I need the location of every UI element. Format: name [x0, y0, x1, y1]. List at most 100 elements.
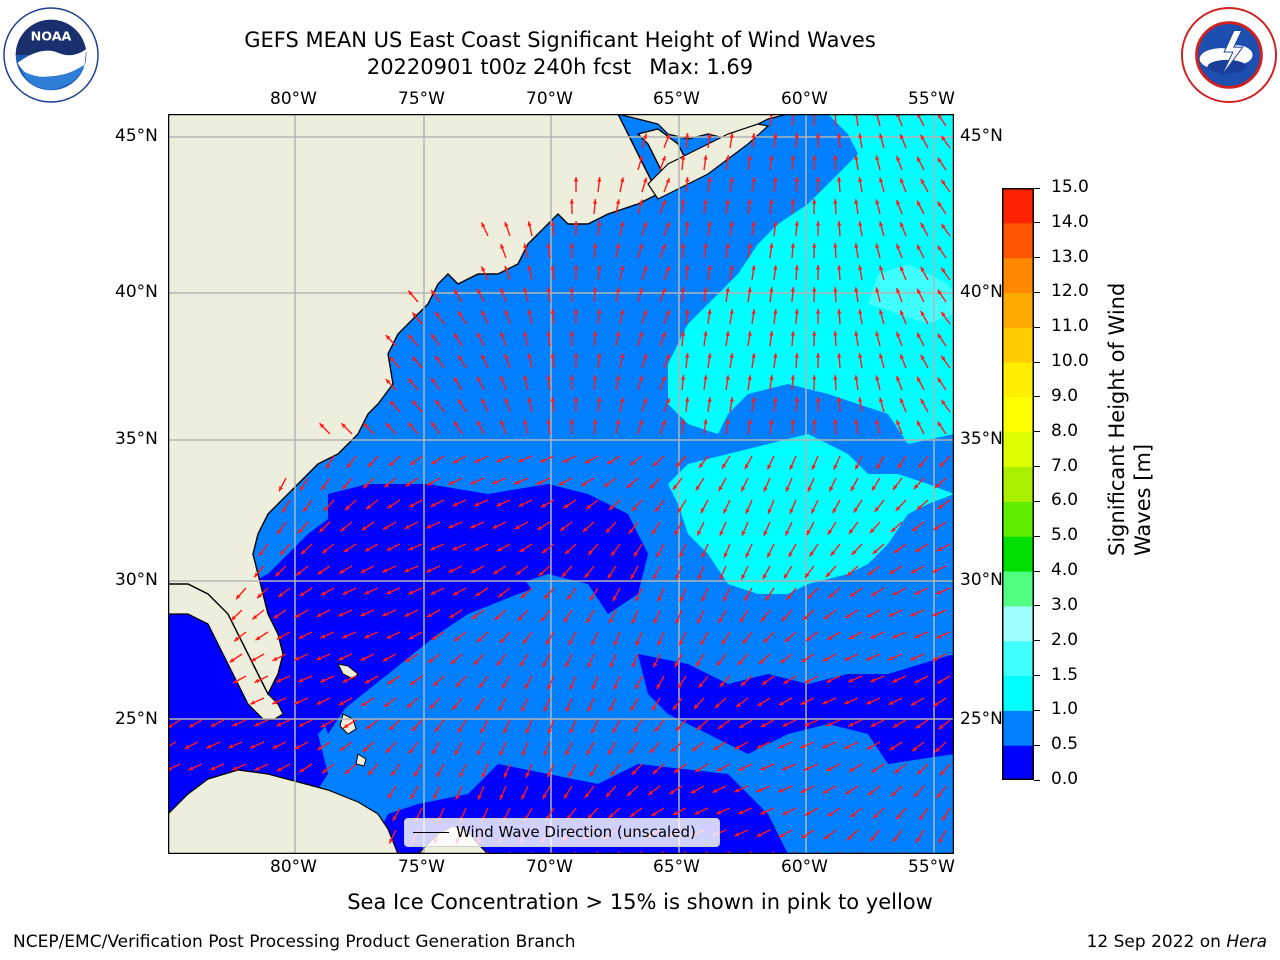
wave-direction-arrowhead: [324, 506, 329, 512]
wave-direction-arrowhead: [850, 812, 856, 818]
wave-direction-arrowhead: [673, 768, 679, 773]
wave-direction-arrowhead: [597, 265, 602, 270]
wave-direction-arrowhead: [653, 662, 658, 668]
wave-direction-arrowhead: [232, 679, 238, 684]
wave-direction-arrowhead: [769, 375, 774, 380]
wave-direction-arrowhead: [514, 525, 520, 530]
wave-direction-arrowhead: [620, 221, 625, 227]
wave-direction-arrowhead: [707, 265, 712, 270]
wave-direction-arrowhead: [231, 615, 236, 621]
wave-direction-arrowhead: [747, 199, 752, 204]
wave-direction-arrowhead: [609, 662, 614, 668]
wave-direction-arrowhead: [837, 397, 842, 402]
lon-label-top-80w: 80°W: [270, 89, 317, 109]
wave-direction-arrowhead: [900, 398, 905, 404]
wave-direction-arrowhead: [760, 766, 766, 771]
lat-label-left-25n: 25°N: [115, 709, 158, 729]
wave-direction-arrowhead: [387, 503, 393, 509]
wave-direction-arrowhead: [408, 635, 414, 640]
wave-direction-arrowhead: [937, 333, 942, 339]
wave-direction-arrowhead: [896, 814, 901, 820]
wave-direction-arrowhead: [547, 772, 552, 778]
wave-direction-arrowhead: [615, 331, 621, 337]
wave-direction-arrowhead: [276, 635, 282, 640]
wave-direction-arrowhead: [389, 461, 394, 467]
wave-direction-arrowhead: [527, 397, 532, 403]
wave-direction-arrowhead: [784, 637, 790, 642]
wave-direction-arrowhead: [870, 678, 876, 683]
colorbar-segment: [1002, 327, 1034, 363]
wave-direction-arrowhead: [500, 375, 505, 381]
wave-direction-arrowhead: [343, 723, 349, 729]
wave-direction-arrowhead: [773, 265, 778, 270]
wave-direction-arrowhead: [389, 400, 395, 406]
wave-direction-arrowhead: [651, 811, 657, 816]
wave-direction-arrowhead: [937, 289, 942, 295]
wave-direction-arrowhead: [607, 459, 613, 465]
wave-direction-arrowhead: [566, 595, 572, 600]
wave-direction-arrowhead: [366, 504, 372, 510]
wave-direction-arrowhead: [910, 656, 916, 661]
colorbar: [1002, 188, 1034, 781]
wave-direction-arrowhead: [573, 177, 579, 182]
wave-direction-arrowhead: [825, 572, 831, 578]
wave-direction-arrowhead: [783, 679, 789, 684]
lat-label-left-30n: 30°N: [115, 570, 158, 590]
wave-direction-arrowhead: [475, 705, 481, 711]
wave-direction-arrowhead: [703, 287, 708, 292]
wave-direction-arrowhead: [916, 505, 922, 510]
wave-direction-arrowhead: [638, 375, 644, 381]
wave-direction-arrowhead: [729, 309, 734, 314]
wave-direction-arrowhead: [435, 311, 440, 317]
wave-direction-arrowhead: [492, 524, 498, 529]
wave-direction-arrowhead: [609, 706, 614, 712]
wave-direction-arrowhead: [707, 397, 712, 402]
wave-direction-arrowhead: [317, 570, 323, 575]
wave-direction-arrowhead: [848, 722, 854, 727]
wave-direction-arrowhead: [366, 724, 371, 730]
wind-wave-arrows: [168, 114, 951, 854]
wave-direction-arrowhead: [550, 309, 556, 314]
wave-direction-arrowhead: [665, 222, 670, 227]
wave-direction-arrowhead: [762, 574, 767, 580]
wave-direction-arrowhead: [342, 678, 348, 683]
wave-direction-arrowhead: [229, 658, 235, 663]
wave-direction-arrowhead: [628, 528, 634, 534]
wave-direction-arrowhead: [545, 639, 551, 645]
wave-direction-arrowhead: [523, 419, 528, 425]
colorbar-tick-label: 8.0: [1051, 420, 1079, 441]
wave-direction-arrowhead: [504, 265, 509, 271]
wave-direction-arrowhead: [786, 594, 792, 600]
colorbar-tick: [1034, 779, 1040, 781]
colorbar-tick-label: 2.0: [1051, 629, 1079, 650]
wave-direction-arrowhead: [875, 199, 880, 205]
wave-direction-arrowhead: [342, 590, 348, 595]
wave-direction-arrowhead: [747, 155, 752, 160]
wave-direction-arrowhead: [592, 331, 598, 336]
wave-direction-arrowhead: [680, 155, 686, 160]
wave-direction-arrowhead: [550, 397, 556, 402]
wave-direction-arrowhead: [454, 333, 459, 339]
wave-direction-arrowhead: [559, 526, 565, 531]
wave-direction-arrowhead: [661, 331, 666, 337]
wave-direction-arrowhead: [597, 221, 602, 226]
colorbar-segment: [1002, 710, 1034, 746]
wave-direction-arrowhead: [455, 682, 461, 688]
lon-label-bottom-80w: 80°W: [270, 857, 317, 877]
wave-direction-arrowhead: [573, 353, 579, 358]
wave-direction-arrowhead: [936, 634, 942, 639]
wave-direction-arrowhead: [729, 397, 734, 402]
wave-direction-arrowhead: [789, 508, 794, 514]
wave-direction-arrowhead: [475, 591, 481, 597]
wave-direction-arrowhead: [827, 529, 833, 535]
wave-direction-arrowhead: [790, 331, 796, 336]
wave-direction-arrowhead: [935, 747, 940, 753]
footer-date-text: 12 Sep 2022 on: [1086, 932, 1227, 952]
wave-direction-arrowhead: [538, 571, 544, 576]
wave-direction-arrowhead: [563, 793, 569, 799]
chart-subtitle: 20220901 t00z 240h fcst Max: 1.69: [160, 54, 960, 80]
wave-direction-arrowhead: [895, 506, 901, 511]
wave-direction-arrowhead: [597, 309, 602, 314]
colorbar-segment: [1002, 571, 1034, 607]
wave-direction-arrowhead: [408, 546, 414, 551]
